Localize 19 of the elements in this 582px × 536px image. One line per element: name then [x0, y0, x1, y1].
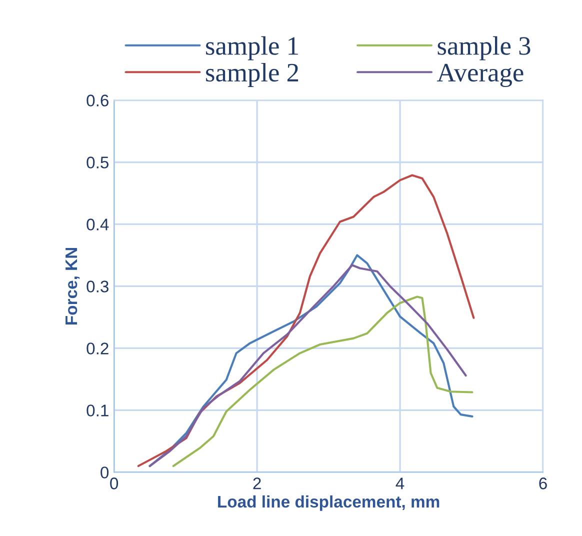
x-tick-label: 0: [110, 478, 118, 490]
y-tick-label: 0: [100, 466, 109, 478]
y-tick-label: 0.1: [86, 404, 108, 416]
legend-label: Average: [436, 64, 524, 88]
line-series: [137, 174, 475, 468]
x-axis-title: Load line displacement, mm: [218, 495, 440, 511]
y-tick-label: 0.3: [86, 280, 108, 292]
legend-label: sample 2: [206, 63, 298, 87]
x-tick-label: 6: [539, 478, 547, 490]
y-tick-label: 0.5: [86, 156, 109, 168]
y-tick-label: 0.4: [86, 218, 109, 230]
legend-label: sample 3: [438, 36, 530, 60]
line-series: [172, 296, 474, 468]
y-axis-title: Force, KN: [66, 248, 80, 324]
x-tick-label: 4: [396, 478, 404, 490]
y-tick-label: 0.2: [86, 342, 108, 354]
y-tick-label: 0.6: [86, 94, 108, 106]
legend-label: sample 1: [206, 36, 298, 60]
x-tick-label: 2: [253, 478, 261, 490]
